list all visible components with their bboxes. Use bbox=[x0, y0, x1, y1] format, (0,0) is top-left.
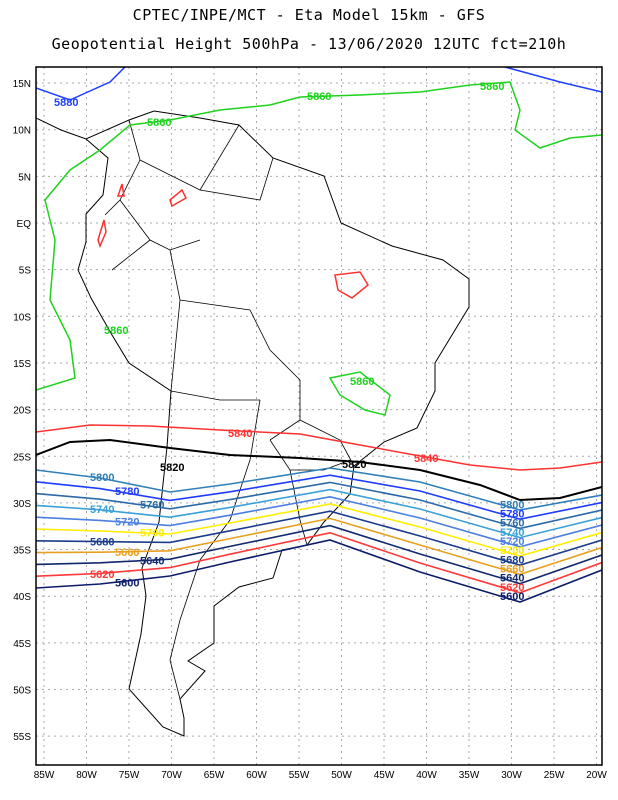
lon-label: 35W bbox=[459, 770, 480, 781]
title-line-2: Geopotential Height 500hPa - 13/06/2020 … bbox=[51, 35, 567, 53]
lon-label: 85W bbox=[34, 770, 55, 781]
lon-label: 30W bbox=[501, 770, 522, 781]
contour-5800 bbox=[36, 467, 602, 511]
label-5760: 5760 bbox=[500, 518, 524, 530]
contour-5700 bbox=[36, 503, 602, 557]
title-line-1: CPTEC/INPE/MCT - Eta Model 15km - GFS bbox=[132, 6, 486, 24]
contour-5840-small-1 bbox=[169, 188, 187, 208]
lon-label: 75W bbox=[119, 770, 140, 781]
label-5640: 5640 bbox=[140, 556, 164, 568]
label-5600: 5600 bbox=[115, 577, 139, 589]
label-5640: 5640 bbox=[500, 573, 524, 585]
label-5860-west: 5860 bbox=[104, 325, 128, 337]
lon-label: 20W bbox=[586, 770, 607, 781]
lat-label: 45S bbox=[13, 639, 31, 650]
lat-label: 50S bbox=[13, 686, 31, 697]
label-5860-north: 5860 bbox=[147, 117, 171, 129]
contour-5880-east bbox=[504, 67, 602, 93]
lat-label: 10N bbox=[13, 126, 31, 137]
lat-label: 40S bbox=[13, 592, 31, 603]
label-5720: 5720 bbox=[500, 536, 524, 548]
contour-labels: 5880 5860 5860 5860 5860 5860 5840 5840 … bbox=[54, 81, 524, 603]
lat-label: 30S bbox=[13, 499, 31, 510]
contour-5780 bbox=[36, 474, 602, 521]
label-5780: 5780 bbox=[115, 486, 139, 498]
contour-5720 bbox=[36, 495, 602, 548]
label-5820-east: 5820 bbox=[342, 459, 366, 471]
label-5760: 5760 bbox=[140, 500, 164, 512]
map-frame bbox=[35, 66, 603, 766]
contour-5840-closed bbox=[334, 271, 369, 299]
label-5700: 5700 bbox=[500, 545, 524, 557]
lat-label: 55S bbox=[13, 732, 31, 743]
label-5860-brazil: 5860 bbox=[350, 376, 374, 388]
contour-bands bbox=[36, 467, 602, 603]
contour-5600 bbox=[36, 539, 602, 603]
label-5620: 5620 bbox=[500, 582, 524, 594]
label-5740: 5740 bbox=[500, 527, 524, 539]
label-5800: 5800 bbox=[90, 472, 114, 484]
label-5800: 5800 bbox=[500, 499, 524, 511]
lat-label: 5N bbox=[18, 172, 31, 183]
contour-5840-small-3 bbox=[116, 183, 125, 197]
lon-label: 70W bbox=[161, 770, 182, 781]
contour-5880 bbox=[36, 67, 126, 101]
label-5680: 5680 bbox=[500, 554, 524, 566]
label-5660: 5660 bbox=[500, 564, 524, 576]
lon-label: 45W bbox=[374, 770, 395, 781]
lon-label: 50W bbox=[331, 770, 352, 781]
lon-label: 55W bbox=[289, 770, 310, 781]
south-america-coastline bbox=[36, 110, 470, 737]
contour-5680 bbox=[36, 510, 602, 567]
label-5720: 5720 bbox=[115, 517, 139, 529]
label-5660: 5660 bbox=[115, 547, 139, 559]
grid: 15N 10N 5N EQ 5S 10S 15S 20S 25S 30S 35S 40S 45S 50S 5… bbox=[13, 67, 607, 781]
contour-5640 bbox=[36, 524, 602, 585]
contour-5740 bbox=[36, 488, 602, 539]
contour-5860 bbox=[36, 81, 602, 391]
lon-label: 80W bbox=[76, 770, 97, 781]
label-5860-ne: 5860 bbox=[480, 81, 504, 93]
lat-label: 15N bbox=[13, 79, 31, 90]
contour-5760 bbox=[36, 481, 602, 530]
contour-5620 bbox=[36, 531, 602, 594]
label-5860-top: 5860 bbox=[307, 91, 331, 103]
contour-5840-small-2 bbox=[97, 219, 107, 249]
lon-label: 40W bbox=[416, 770, 437, 781]
lon-label: 65W bbox=[204, 770, 225, 781]
lat-label: 10S bbox=[13, 312, 31, 323]
label-5680: 5680 bbox=[90, 536, 114, 548]
label-5840-east: 5840 bbox=[414, 453, 438, 465]
lat-label: 35S bbox=[13, 546, 31, 557]
label-5820-west: 5820 bbox=[160, 462, 184, 474]
lat-label: 15S bbox=[13, 359, 31, 370]
lat-label: 20S bbox=[13, 406, 31, 417]
contour-5660 bbox=[36, 517, 602, 576]
lat-label: 25S bbox=[13, 452, 31, 463]
lat-label: EQ bbox=[17, 219, 32, 230]
label-5700: 5700 bbox=[140, 528, 164, 540]
label-5600: 5600 bbox=[500, 591, 524, 603]
lon-label: 60W bbox=[246, 770, 267, 781]
label-5840-west: 5840 bbox=[228, 428, 252, 440]
lat-label: 5S bbox=[19, 266, 32, 277]
label-5880: 5880 bbox=[54, 97, 78, 109]
label-5780: 5780 bbox=[500, 509, 524, 521]
contour-5860-closed bbox=[328, 371, 391, 416]
contour-5820 bbox=[36, 438, 602, 502]
contour-5840 bbox=[36, 424, 602, 471]
label-5620: 5620 bbox=[90, 569, 114, 581]
label-5740: 5740 bbox=[90, 504, 114, 516]
lon-label: 25W bbox=[544, 770, 565, 781]
country-borders bbox=[104, 119, 355, 700]
